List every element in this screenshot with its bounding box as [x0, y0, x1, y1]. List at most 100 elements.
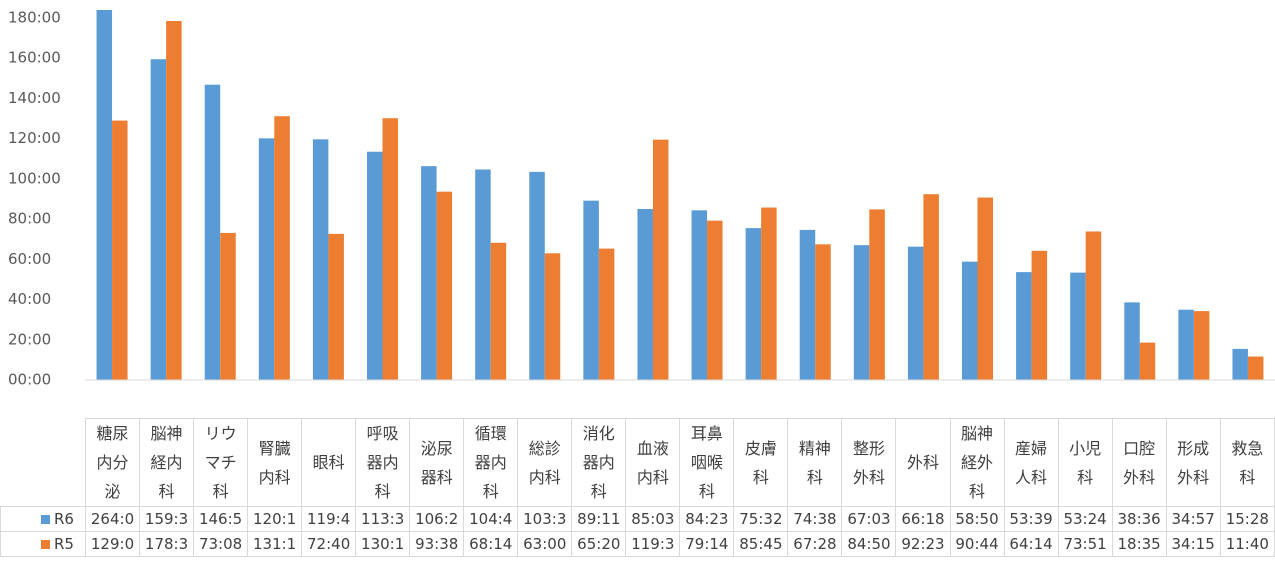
value-cell: 79:14 [679, 531, 735, 557]
value-cell: 85:45 [733, 531, 789, 557]
value-cell: 18:35 [1111, 531, 1167, 557]
bar [274, 116, 290, 380]
bar [421, 166, 437, 380]
cat: 泌尿器科 [409, 418, 465, 507]
value-cell: 130:1 [355, 531, 411, 557]
value-cell: 72:40 [301, 531, 357, 557]
value-cell: 103:3 [517, 506, 573, 532]
bar [1178, 309, 1194, 380]
cat: 産婦人科 [1003, 418, 1059, 507]
value-cell: 159:3 [139, 506, 195, 532]
y-tick-label: 00:00 [8, 371, 51, 389]
y-tick-label: 120:00 [8, 129, 61, 147]
y-tick-label: 140:00 [8, 89, 61, 107]
value-cell: 15:28 [1219, 506, 1275, 532]
bar [204, 84, 221, 381]
bar [1193, 311, 1210, 380]
value-cell: 75:32 [733, 506, 789, 532]
bar [583, 200, 599, 380]
value-cell: 84:50 [841, 531, 897, 557]
bar [707, 220, 723, 380]
value-cell: 129:0 [84, 531, 141, 557]
cat: 外科 [895, 418, 951, 507]
cat: 総診内科 [517, 418, 573, 507]
bar [544, 253, 561, 380]
bar [150, 59, 167, 380]
value-cell: 131:1 [247, 531, 303, 557]
cat: 精神科 [787, 418, 843, 507]
y-tick-label: 20:00 [8, 330, 51, 348]
value-cell: 119:3 [625, 531, 681, 557]
value-cell: 106:2 [409, 506, 465, 532]
value-cell: 67:03 [841, 506, 897, 532]
value-cell: 68:14 [463, 531, 519, 557]
chart: 00:00 20:00 40:00 60:00 80:00 100:00 120:00 140… [8, 9, 1275, 389]
bar [529, 171, 545, 380]
y-tick-label: 60:00 [8, 250, 51, 268]
bar [907, 246, 924, 380]
bar [923, 194, 939, 380]
bar [166, 21, 182, 381]
bar [1085, 231, 1102, 380]
legend-label: R6 [54, 510, 74, 528]
bar [312, 139, 329, 380]
value-cell: 53:24 [1057, 506, 1113, 532]
bar [1070, 272, 1086, 380]
legend-label: R5 [54, 535, 74, 553]
cat: 耳鼻咽喉科 [679, 418, 735, 507]
bar [815, 244, 831, 380]
cat: 眼科 [301, 418, 357, 507]
value-cell: 74:38 [787, 506, 843, 532]
bar [258, 138, 275, 380]
value-cell: 67:28 [787, 531, 843, 557]
bar [1031, 250, 1048, 380]
value-cell: 66:18 [895, 506, 951, 532]
bar [853, 245, 870, 380]
y-tick-label: 100:00 [8, 169, 61, 187]
value-cell: 65:20 [571, 531, 627, 557]
cat: 脳神経内科 [139, 418, 195, 507]
value-cell: 63:00 [517, 531, 573, 557]
value-cell: 178:3 [139, 531, 195, 557]
value-cell: 89:11 [571, 506, 627, 532]
bar [1247, 356, 1264, 380]
value-cell: 84:23 [679, 506, 735, 532]
bar [475, 169, 491, 380]
bar [328, 233, 344, 380]
bar [977, 197, 993, 380]
bar [1232, 348, 1248, 380]
value-cell: 38:36 [1111, 506, 1167, 532]
value-cell: 34:15 [1165, 531, 1221, 557]
value-cell: 85:03 [625, 506, 681, 532]
bar [761, 207, 777, 380]
leg: R5 [0, 531, 86, 557]
bar [112, 120, 128, 381]
cat: 小児科 [1057, 418, 1113, 507]
cat: 血液内科 [625, 418, 681, 507]
corner [1, 419, 86, 507]
cat: 消化器内科 [571, 418, 627, 507]
data-table: 糖尿内分泌 脳神経内科 リウマチ科 腎臓内科 眼科 呼吸器内科 泌尿器科 循環器内科 総診内科消… [0, 418, 1275, 557]
y-tick-label: 180:00 [8, 9, 61, 27]
cat: 脳神経外科 [949, 418, 1005, 507]
value-cell: 64:14 [1003, 531, 1059, 557]
bar [367, 151, 383, 380]
cat: 腎臓内科 [247, 418, 303, 507]
bar [745, 228, 762, 380]
bar [1139, 342, 1156, 380]
y-tick-label: 40:00 [8, 290, 51, 308]
bar [1016, 272, 1032, 380]
y-tick-label: 160:00 [8, 49, 61, 67]
value-cell: 53:39 [1003, 506, 1059, 532]
bar [1124, 302, 1140, 380]
cat: 皮膚科 [733, 418, 789, 507]
bar [869, 209, 885, 380]
cat: 口腔外科 [1111, 418, 1167, 507]
cat: 呼吸器内科 [355, 418, 411, 507]
value-cell: 92:23 [895, 531, 951, 557]
cat: 糖尿内分泌 [84, 418, 141, 507]
bar [799, 229, 816, 380]
cat: 救急科 [1219, 418, 1275, 507]
cat: 整形外科 [841, 418, 897, 507]
legend-swatch [41, 540, 50, 549]
